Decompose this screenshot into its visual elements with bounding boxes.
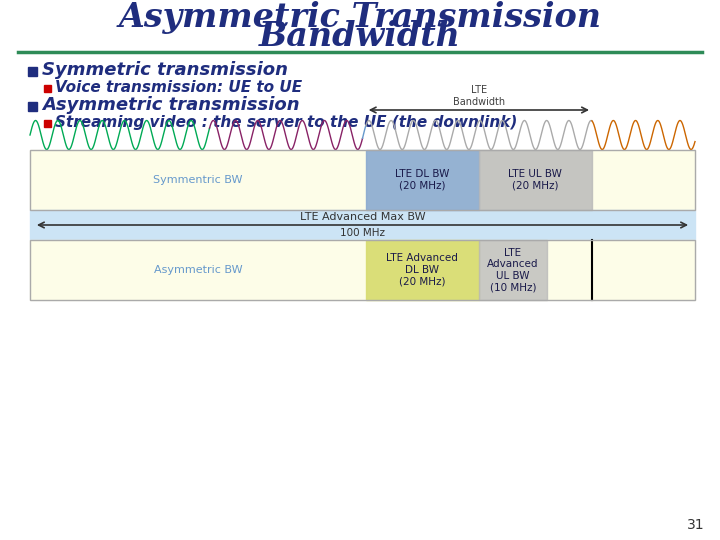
Text: LTE Advanced
DL BW
(20 MHz): LTE Advanced DL BW (20 MHz) xyxy=(387,253,459,287)
Bar xyxy=(44,85,51,92)
Text: Symmetric transmission: Symmetric transmission xyxy=(42,61,288,79)
Bar xyxy=(30,240,695,300)
Bar xyxy=(366,240,479,300)
Text: Asymmetric transmission: Asymmetric transmission xyxy=(42,96,300,114)
Bar xyxy=(366,150,479,210)
Bar xyxy=(479,150,592,210)
Bar xyxy=(30,240,695,300)
Bar xyxy=(30,210,695,240)
Text: 31: 31 xyxy=(688,518,705,532)
Text: LTE
Advanced
UL BW
(10 MHz): LTE Advanced UL BW (10 MHz) xyxy=(487,248,539,292)
Text: LTE DL BW
(20 MHz): LTE DL BW (20 MHz) xyxy=(395,169,449,191)
Text: Asymmetric Transmission: Asymmetric Transmission xyxy=(119,1,601,33)
Text: LTE
Bandwidth: LTE Bandwidth xyxy=(453,85,505,107)
Text: Streaming video : the server to the UE (the downlink): Streaming video : the server to the UE (… xyxy=(55,114,518,130)
Bar xyxy=(28,102,37,111)
Bar xyxy=(28,67,37,76)
Bar xyxy=(479,240,546,300)
Text: LTE Advanced Max BW: LTE Advanced Max BW xyxy=(300,212,426,222)
Text: Symmentric BW: Symmentric BW xyxy=(153,175,243,185)
Bar xyxy=(30,150,695,210)
Text: Bandwidth: Bandwidth xyxy=(259,21,461,53)
Text: LTE UL BW
(20 MHz): LTE UL BW (20 MHz) xyxy=(508,169,562,191)
Text: Voice transmission: UE to UE: Voice transmission: UE to UE xyxy=(55,79,302,94)
Bar xyxy=(30,150,695,210)
Text: Asymmetric BW: Asymmetric BW xyxy=(153,265,242,275)
Bar xyxy=(44,120,51,127)
Text: 100 MHz: 100 MHz xyxy=(340,228,385,238)
